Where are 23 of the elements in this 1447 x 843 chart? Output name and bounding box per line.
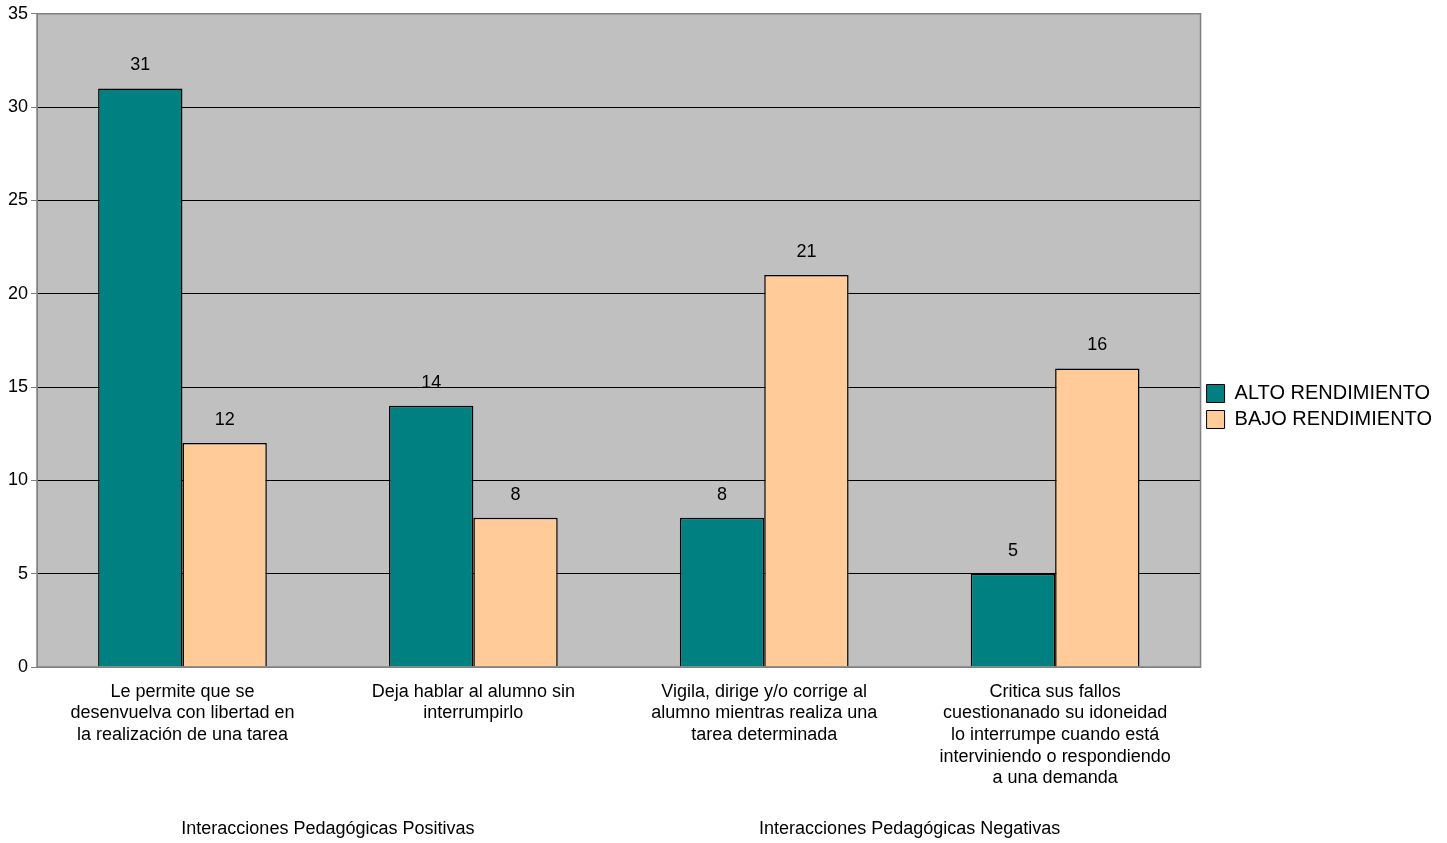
text: Interacciones Pedagógicas Positivas <box>181 817 475 838</box>
legend-label: BAJO RENDIMIENTO <box>1234 407 1433 430</box>
y-tick-label: 0 <box>18 655 29 676</box>
data-label: 31 <box>130 54 151 75</box>
data-label: 8 <box>717 483 728 504</box>
text: Interacciones Pedagógicas Negativas <box>759 817 1061 838</box>
data-label: 8 <box>510 483 521 504</box>
x-tick-label: Vigila, dirige y/o corrige al alumno mientras realiza una tarea determinada <box>651 680 879 744</box>
y-tick-label: 20 <box>7 282 29 303</box>
data-label: 12 <box>214 409 235 430</box>
y-tick-label: 15 <box>7 376 29 397</box>
y-tick-label: 30 <box>7 96 29 117</box>
y-tick-label: 5 <box>18 562 29 583</box>
data-label: 21 <box>796 241 817 262</box>
y-tick-label: 35 <box>7 2 29 23</box>
x-tick-label: Deja hablar al alumno sin interrumpirlo <box>371 680 575 723</box>
y-tick-label: 25 <box>7 189 29 210</box>
x-tick-label: Le permite que se desenvuelva con libertad en la realización de una tarea <box>70 680 295 744</box>
legend-label: ALTO RENDIMIENTO <box>1234 381 1431 404</box>
y-tick-label: 10 <box>7 469 29 490</box>
data-label: 16 <box>1087 334 1108 355</box>
x-tick-label: Critica sus fallos cuestionanado su idoneidad lo interrumpe cuando está interviniendo o respondiendo a una demanda <box>939 680 1171 788</box>
data-label: 5 <box>1007 539 1018 560</box>
